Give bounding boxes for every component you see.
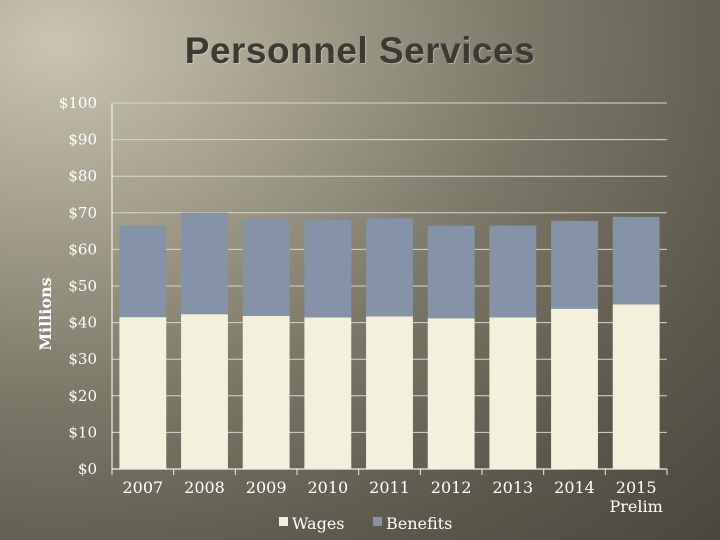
axes (111, 103, 668, 475)
bar-wages-2010 (304, 317, 352, 469)
bar-wages-2007 (119, 317, 167, 469)
bar-benefits-2008 (181, 212, 228, 315)
bar-wages-2013 (489, 317, 537, 469)
bar-wages-2008 (181, 314, 228, 469)
legend: Wages Benefits (279, 514, 452, 533)
chart-title: Personnel Services (184, 30, 536, 71)
bar-benefits-2007 (119, 225, 167, 318)
y-tick-label: $40 (68, 314, 97, 332)
bar-wages-2012 (427, 318, 475, 469)
x-tick-label: 2007 (122, 478, 163, 497)
bar-benefits-2009 (242, 219, 290, 317)
bar-wages-2014 (551, 308, 598, 469)
bar-benefits-2014 (551, 220, 598, 309)
x-tick-labels: 2007 2008 2009 2010 2011 2012 2013 2014 2015 Prel… (122, 478, 662, 516)
y-axis-label: Millions (36, 277, 55, 350)
legend-swatch-benefits (373, 517, 382, 526)
legend-label-benefits: Benefits (386, 514, 452, 533)
bars (119, 212, 660, 469)
y-tick-label: $100 (59, 94, 97, 112)
x-tick-label: 2010 (307, 478, 348, 497)
y-tick-label: $50 (68, 277, 97, 295)
y-tick-label: $90 (68, 131, 97, 149)
x-tick-label: 2013 (492, 478, 533, 497)
bar-benefits-2010 (304, 220, 352, 318)
bar-wages-2009 (242, 316, 290, 469)
legend-swatch-wages (279, 517, 288, 526)
bar-wages-2011 (366, 316, 413, 469)
x-tick-label: 2009 (246, 478, 287, 497)
bar-benefits-2012 (427, 225, 475, 319)
x-tick-label: 2011 (369, 478, 410, 497)
y-tick-label: $20 (68, 387, 97, 405)
y-tick-label: $70 (68, 204, 97, 222)
legend-label-wages: Wages (292, 514, 345, 533)
x-tick-label: 2014 (554, 478, 595, 497)
y-tick-label: $0 (78, 460, 97, 478)
x-tick-label: 2012 (431, 478, 472, 497)
bar-benefits-2013 (489, 225, 537, 318)
y-tick-label: $60 (68, 240, 97, 258)
bar-wages-2015 (612, 304, 660, 469)
y-tick-labels: $0 $10 $20 $30 $40 $50 $60 $70 $80 $90 $100 (59, 94, 97, 478)
y-tick-label: $10 (68, 423, 97, 441)
bar-benefits-2011 (366, 218, 413, 317)
x-tick-label: 2015 Prelim (610, 478, 663, 516)
y-tick-label: $30 (68, 350, 97, 368)
bar-benefits-2015 (612, 216, 660, 305)
y-tick-label: $80 (68, 167, 97, 185)
x-tick-label: 2008 (184, 478, 225, 497)
